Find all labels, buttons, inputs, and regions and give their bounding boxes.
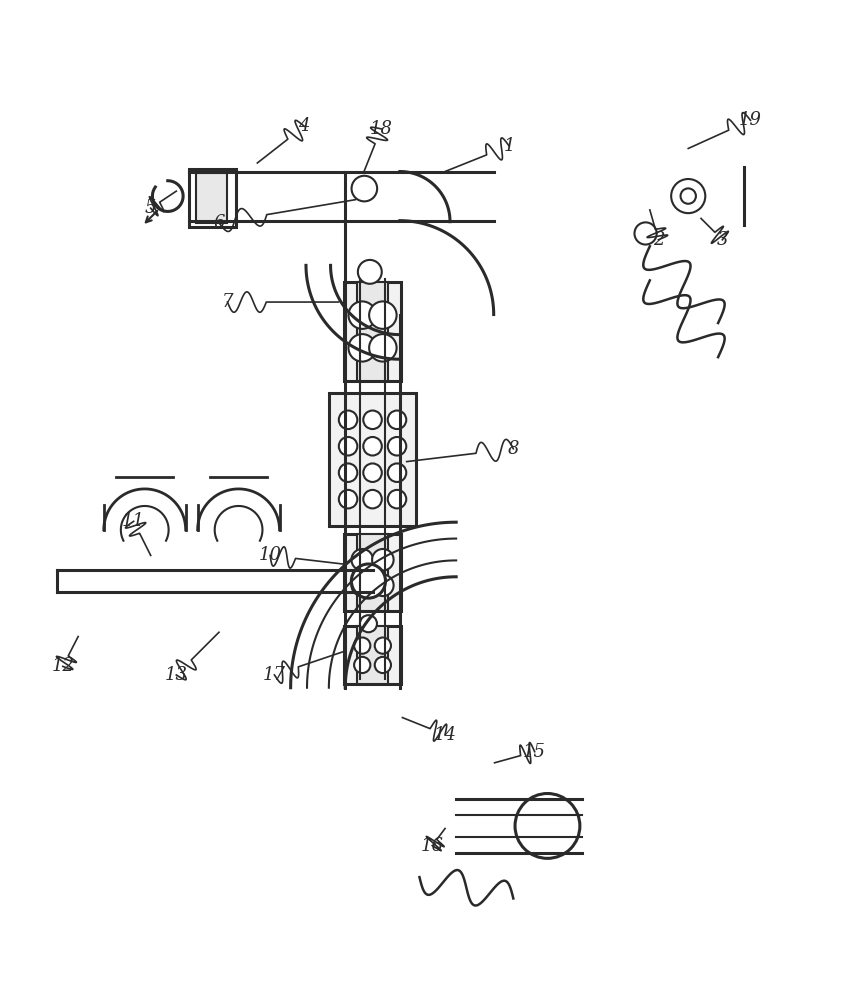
Bar [357,534,389,611]
Circle shape [352,575,373,596]
Circle shape [363,463,382,482]
Circle shape [348,301,376,329]
Circle shape [372,575,394,596]
Bar [357,282,389,381]
Bar [357,626,389,684]
Circle shape [354,637,371,654]
Circle shape [339,411,357,429]
Circle shape [388,490,407,508]
Circle shape [671,179,705,213]
Circle shape [369,301,396,329]
Text: 19: 19 [739,111,762,129]
Circle shape [372,549,394,570]
Text: 3: 3 [716,231,728,249]
Circle shape [339,437,357,456]
Text: 14: 14 [434,726,456,744]
Circle shape [352,176,377,201]
Text: 18: 18 [370,120,393,138]
Text: 17: 17 [263,666,286,684]
Text: 16: 16 [421,837,443,855]
Circle shape [339,490,357,508]
Circle shape [515,794,580,858]
Circle shape [348,334,376,362]
Text: 6: 6 [213,214,225,232]
Circle shape [388,463,407,482]
Circle shape [352,549,373,570]
Circle shape [388,411,407,429]
Text: 1: 1 [503,137,514,155]
Text: 12: 12 [51,657,74,675]
Text: 2: 2 [652,231,664,249]
Text: 8: 8 [508,440,519,458]
Circle shape [360,615,377,632]
Bar [189,169,236,227]
Text: 13: 13 [165,666,187,684]
Text: 10: 10 [259,546,282,564]
Text: 5: 5 [145,199,157,217]
Circle shape [388,437,407,456]
Text: 11: 11 [122,512,146,530]
Circle shape [363,490,382,508]
Text: 7: 7 [222,293,233,311]
Circle shape [339,463,357,482]
Circle shape [681,188,696,204]
Circle shape [369,334,396,362]
Circle shape [375,637,391,654]
Text: 4: 4 [299,117,310,135]
Bar [329,393,416,526]
Circle shape [354,657,371,673]
Circle shape [634,222,657,245]
Circle shape [363,437,382,456]
Bar [344,282,401,381]
Circle shape [358,260,382,284]
Bar [344,626,401,684]
Circle shape [351,564,385,598]
Bar [196,173,228,223]
Circle shape [363,411,382,429]
Text: 15: 15 [523,743,546,761]
Bar [344,534,401,611]
Circle shape [375,657,391,673]
